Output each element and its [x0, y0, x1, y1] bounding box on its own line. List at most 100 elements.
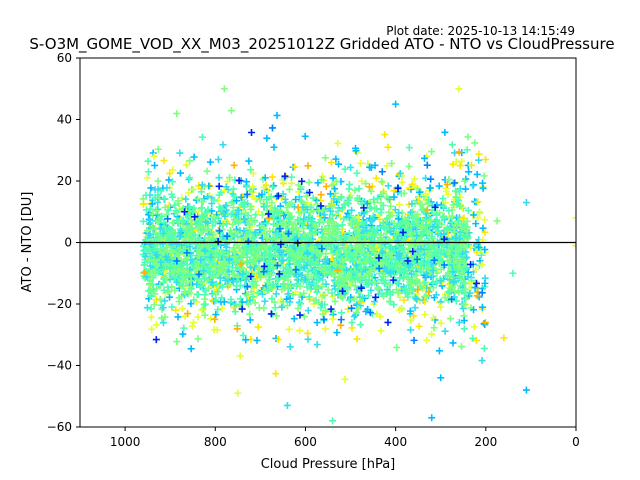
data-point — [444, 247, 452, 255]
data-point — [429, 267, 437, 275]
data-point — [174, 267, 182, 275]
data-point — [347, 220, 355, 228]
data-point — [286, 185, 294, 193]
data-point — [332, 177, 340, 185]
data-point — [421, 297, 429, 305]
data-point — [304, 162, 312, 170]
data-point — [352, 261, 360, 269]
data-point — [220, 257, 228, 265]
data-point — [150, 301, 158, 309]
data-point — [294, 204, 302, 212]
data-point — [386, 195, 394, 203]
data-point — [393, 279, 401, 287]
data-point — [173, 216, 181, 224]
data-point — [412, 271, 420, 279]
data-point — [449, 268, 457, 276]
data-point — [404, 274, 412, 282]
data-point — [344, 283, 351, 291]
data-point — [370, 215, 378, 223]
data-point — [151, 194, 159, 202]
data-point — [435, 347, 443, 355]
data-point — [349, 257, 357, 265]
data-point — [295, 258, 303, 266]
data-point — [163, 231, 171, 239]
data-point — [455, 188, 463, 196]
data-point — [200, 212, 208, 220]
data-point — [249, 169, 257, 177]
data-point — [143, 304, 151, 312]
data-point — [263, 286, 271, 294]
data-point — [428, 232, 436, 240]
data-point — [146, 269, 154, 277]
data-point — [386, 291, 394, 299]
data-point — [379, 179, 387, 187]
data-point — [335, 265, 343, 273]
data-point — [257, 273, 265, 281]
data-point — [269, 183, 277, 191]
data-point — [350, 313, 358, 321]
data-point — [294, 216, 302, 224]
data-point — [408, 212, 416, 220]
data-point — [239, 270, 247, 278]
data-point — [289, 291, 297, 299]
data-point — [160, 157, 168, 165]
data-point — [231, 257, 239, 265]
data-point — [308, 273, 316, 281]
data-point — [439, 202, 447, 210]
data-point — [442, 272, 450, 280]
data-point — [474, 198, 482, 206]
data-point — [370, 195, 378, 203]
data-point — [387, 202, 395, 210]
data-point — [366, 309, 374, 317]
data-point — [222, 270, 230, 278]
data-point — [150, 152, 158, 160]
data-point — [398, 243, 406, 251]
data-point — [274, 209, 282, 217]
data-point — [309, 194, 317, 202]
data-point — [377, 243, 385, 251]
data-point — [292, 196, 300, 204]
data-point — [453, 221, 461, 229]
data-point — [417, 268, 425, 276]
data-point — [263, 134, 271, 142]
data-point — [297, 300, 305, 308]
data-point — [199, 251, 207, 259]
data-point — [384, 182, 392, 190]
data-point — [183, 260, 191, 268]
data-point — [268, 173, 276, 181]
data-point — [470, 306, 478, 314]
data-point — [452, 251, 460, 259]
data-point — [287, 247, 295, 255]
data-point — [383, 286, 391, 294]
data-point — [417, 245, 425, 253]
data-point — [214, 197, 222, 205]
data-point — [253, 336, 261, 344]
data-point — [348, 304, 356, 312]
data-point — [173, 110, 181, 118]
data-point — [415, 322, 423, 330]
data-point — [178, 277, 186, 285]
data-point — [281, 195, 289, 203]
data-point — [338, 309, 346, 317]
data-point — [320, 268, 328, 276]
data-point — [279, 190, 287, 198]
data-point — [312, 284, 320, 292]
data-point — [362, 307, 370, 315]
data-point — [434, 252, 442, 260]
data-point — [290, 315, 298, 323]
data-point — [351, 186, 359, 194]
data-point — [303, 206, 311, 214]
data-point — [251, 218, 259, 226]
data-point — [157, 258, 165, 266]
data-point — [473, 292, 481, 300]
data-point — [460, 317, 468, 325]
data-point — [353, 169, 361, 177]
data-point — [463, 146, 471, 154]
data-point — [329, 417, 337, 425]
data-point — [390, 193, 398, 201]
data-point — [354, 225, 362, 233]
data-point — [337, 292, 345, 300]
data-point — [404, 257, 412, 265]
data-point — [158, 314, 166, 322]
data-point — [281, 284, 289, 292]
